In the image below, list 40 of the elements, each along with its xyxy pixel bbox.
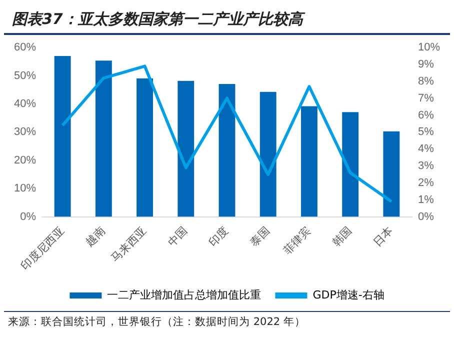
y2-tick-label: 1% <box>418 194 434 206</box>
y2-tick-label: 5% <box>418 126 434 138</box>
y2-tick-label: 7% <box>418 92 434 104</box>
bar <box>218 84 236 217</box>
y2-tick-label: 3% <box>418 160 434 172</box>
chart-title: 图表37：亚太多数国家第一二产业产比较高 <box>4 0 450 35</box>
legend-label: GDP增速-右轴 <box>312 288 384 302</box>
y-tick-label: 30% <box>14 126 36 138</box>
y2-tick-label: 2% <box>418 176 434 189</box>
source-note: 来源：联合国统计司，世界银行（注：数据时间为 2022 年） <box>4 311 450 329</box>
y-tick-label: 10% <box>14 182 36 195</box>
bar <box>178 80 194 217</box>
y2-tick-label: 0% <box>418 210 434 223</box>
x-tick-label: 菲律宾 <box>280 224 314 257</box>
bar <box>54 56 71 217</box>
bar <box>300 106 318 217</box>
x-tick-label: 印度尼西亚 <box>18 224 67 272</box>
x-tick-label: 日本 <box>370 224 396 250</box>
y-tick-label: 40% <box>14 98 36 110</box>
y2-tick-label: 6% <box>418 109 434 122</box>
y-tick-label: 20% <box>14 154 36 166</box>
x-tick-label: 越南 <box>83 224 108 250</box>
bar <box>383 131 400 217</box>
y2-tick-label: 9% <box>418 58 434 71</box>
bar <box>260 92 276 217</box>
bar <box>342 112 359 217</box>
legend-label: 一二产业增加值占总增加值比重 <box>107 288 262 302</box>
y-tick-label: 60% <box>14 42 36 54</box>
x-tick-label: 马来西亚 <box>108 224 149 265</box>
x-tick-label: 韩国 <box>330 224 354 250</box>
bar <box>95 60 112 217</box>
x-tick-label: 印度 <box>206 224 232 250</box>
bar <box>136 78 154 217</box>
x-tick-label: 泰国 <box>248 224 272 250</box>
y-tick-label: 0% <box>20 210 36 223</box>
y-tick-label: 50% <box>14 70 36 82</box>
y2-tick-label: 8% <box>418 75 434 88</box>
y2-tick-label: 4% <box>418 143 434 156</box>
y2-tick-label: 10% <box>418 42 440 54</box>
x-tick-label: 中国 <box>165 224 190 250</box>
